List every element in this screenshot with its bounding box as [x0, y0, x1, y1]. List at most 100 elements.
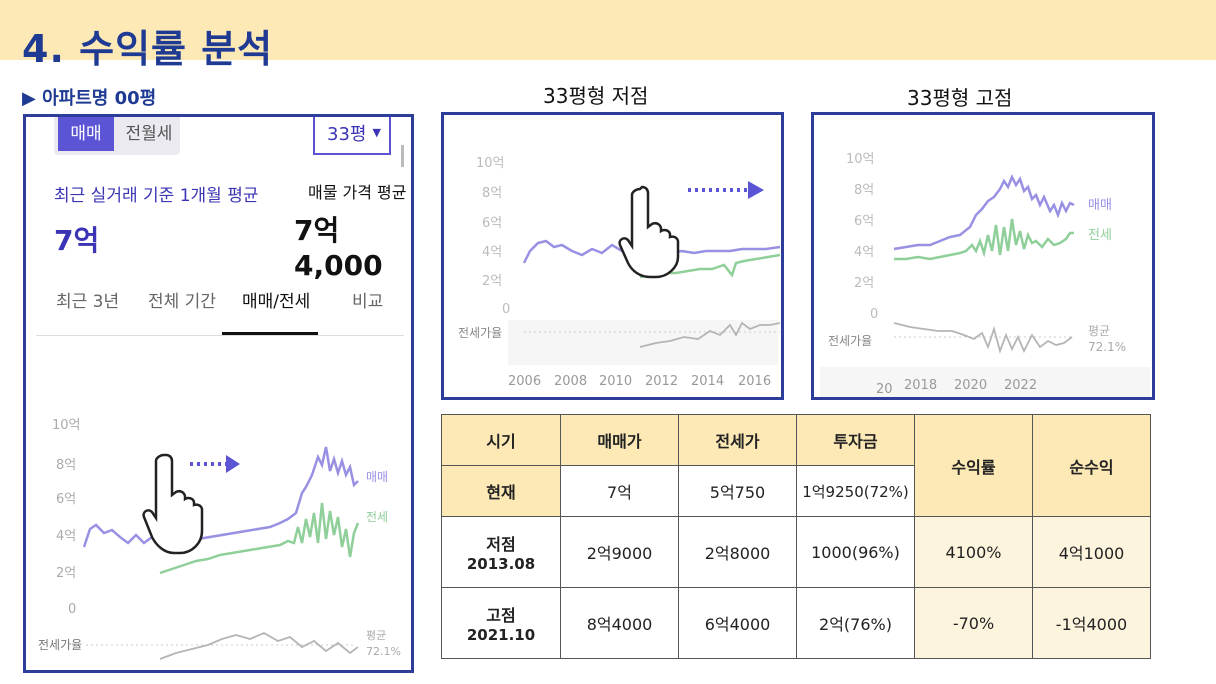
row-period-date: 2021.10: [466, 626, 536, 644]
y-tick: 4억: [482, 245, 502, 260]
phone-y-axis: 10억 8억 6억 4억 2억 0: [52, 418, 81, 617]
high-chart-label: 33평형 고점: [907, 86, 1013, 110]
low-point-chart: 10억 8억 6억 4억 2억 0 전세가율 2006 2008 2010 20…: [441, 112, 784, 400]
cell-investment: 1000(96%): [796, 516, 915, 588]
x-tick: 20: [876, 382, 893, 397]
high-sale-line: [893, 173, 1075, 251]
low-ratio-label: 전세가율: [458, 326, 502, 340]
high-avg-value: 72.1%: [1088, 340, 1126, 354]
high-ratio-label: 전세가율: [828, 334, 872, 348]
x-tick: 2014: [691, 374, 724, 389]
high-point-chart: 10억 8억 6억 4억 2억 0 매매 전세 전세가율 평균 72.1% 20…: [811, 112, 1155, 400]
high-chart-svg: 10억 8억 6억 4억 2억 0 매매 전세 전세가율 평균 72.1% 20…: [820, 152, 1150, 397]
x-tick: 2010: [599, 374, 632, 389]
cell-net-profit: -1억4000: [1032, 587, 1151, 659]
phone-ratio-line: [159, 631, 359, 660]
phone-legend-jeonse: 전세: [366, 510, 388, 524]
tab-recent-3y[interactable]: 최근 3년: [56, 292, 120, 312]
caret-down-icon: ▼: [372, 126, 381, 139]
phone-sale-line: [82, 446, 359, 548]
return-analysis-table: 시기 매매가 전세가 투자금 수익률 순수익 현재 7억 5억750 1억925…: [441, 414, 1151, 659]
tab-all-period[interactable]: 전체 기간: [148, 292, 216, 312]
cell-sale: 7억: [560, 465, 679, 517]
cell-jeonse: 5억750: [678, 465, 797, 517]
header-sale-price: 매매가: [560, 414, 679, 466]
y-tick: 6억: [56, 492, 76, 507]
x-tick: 2012: [645, 374, 678, 389]
dashed-arrow-right-icon: [688, 181, 764, 199]
table-row: 고점 2021.10 8억4000 6억4000 2억(76%) -70% -1…: [441, 587, 1151, 659]
phone-jeonse-line: [159, 502, 360, 575]
low-chart-label: 33평형 저점: [543, 84, 649, 108]
header-jeonse-price: 전세가: [678, 414, 797, 466]
header-investment: 투자금: [796, 414, 915, 466]
hand-pointer-icon: [142, 453, 204, 555]
slide-title: 4. 수익률 분석: [22, 27, 274, 71]
header-return-rate: 수익률: [914, 414, 1033, 517]
recent-average-value: 7억: [54, 224, 100, 257]
asking-average-label: 매물 가격 평균: [308, 183, 407, 202]
row-period-date: 2013.08: [466, 555, 536, 573]
table-row: 저점 2013.08 2억9000 2억8000 1000(96%) 4100%…: [441, 516, 1151, 588]
x-tick: 2006: [508, 374, 541, 389]
y-tick: 2억: [854, 276, 874, 291]
y-tick: 8억: [482, 186, 502, 201]
cell-sale: 8억4000: [560, 587, 679, 659]
row-period: 현재: [441, 465, 561, 517]
y-tick: 6억: [482, 216, 502, 231]
row-period-label: 고점: [486, 606, 516, 625]
cell-return-rate: 4100%: [914, 516, 1033, 588]
price-app-screenshot: 매매 전월세 33평 ▼ 최근 실거래 기준 1개월 평균 매물 가격 평균 7…: [23, 114, 414, 673]
y-tick: 0: [870, 307, 878, 322]
y-tick: 8억: [56, 458, 76, 473]
asking-average-value: 7억 4,000: [294, 214, 383, 282]
high-ratio-line: [893, 322, 1073, 354]
tab-compare[interactable]: 비교: [352, 292, 384, 312]
high-jeonse-line: [894, 218, 1074, 261]
cell-jeonse: 2억8000: [678, 516, 797, 588]
y-tick: 8억: [854, 183, 874, 198]
cell-return-rate: -70%: [914, 587, 1033, 659]
cell-investment: 2억(76%): [796, 587, 915, 659]
title-banner: [0, 0, 1216, 60]
x-tick: 2016: [738, 374, 771, 389]
x-tick: 2022: [1004, 378, 1037, 393]
x-tick: 2008: [554, 374, 587, 389]
y-tick: 10억: [52, 418, 81, 433]
high-legend-sale: 매매: [1088, 198, 1112, 213]
high-legend-jeonse: 전세: [1088, 228, 1112, 243]
y-tick: 0: [68, 602, 76, 617]
y-tick: 6억: [854, 214, 874, 229]
phone-avg-value: 72.1%: [366, 645, 401, 658]
header-period: 시기: [441, 414, 561, 466]
table-header-row: 시기 매매가 전세가 투자금 수익률 순수익: [441, 414, 1151, 517]
size-select-value: 33평: [327, 124, 367, 145]
apartment-subtitle: ▶ 아파트명 00평: [22, 88, 157, 109]
row-period: 저점 2013.08: [441, 516, 561, 588]
cell-jeonse: 6억4000: [678, 587, 797, 659]
x-tick: 2018: [904, 378, 937, 393]
y-tick: 2억: [482, 274, 502, 289]
header-net-profit: 순수익: [1032, 414, 1151, 517]
phone-legend-sale: 매매: [366, 470, 388, 484]
tab-sale-jeonse[interactable]: 매매/전세: [242, 292, 311, 312]
y-tick: 4억: [56, 529, 76, 544]
tab-sale[interactable]: 매매: [58, 117, 114, 151]
high-avg-label: 평균: [1088, 324, 1110, 338]
phone-price-chart: 10억 8억 6억 4억 2억 0 매매 전세 전세가율 평균 72.1%: [38, 418, 401, 660]
size-select[interactable]: 33평 ▼: [313, 117, 391, 155]
low-chart-svg: 10억 8억 6억 4억 2억 0 전세가율 2006 2008 2010 20…: [458, 156, 781, 389]
row-period-label: 저점: [486, 535, 516, 554]
trade-type-toggle: 매매 전월세: [54, 117, 180, 155]
table-row: 현재 7억 5억750 1억9250(72%): [441, 465, 1151, 517]
hand-pointer-icon: [618, 185, 680, 279]
recent-average-label: 최근 실거래 기준 1개월 평균: [54, 186, 259, 206]
divider: [36, 335, 404, 336]
tab-rent[interactable]: 전월세: [125, 124, 173, 144]
y-tick: 10억: [846, 152, 875, 167]
y-tick: 0: [502, 302, 510, 317]
phone-ratio-label: 전세가율: [38, 638, 82, 652]
active-tab-indicator: [222, 332, 318, 335]
cell-investment: 1억9250(72%): [796, 465, 915, 517]
scrollbar[interactable]: [401, 145, 404, 167]
